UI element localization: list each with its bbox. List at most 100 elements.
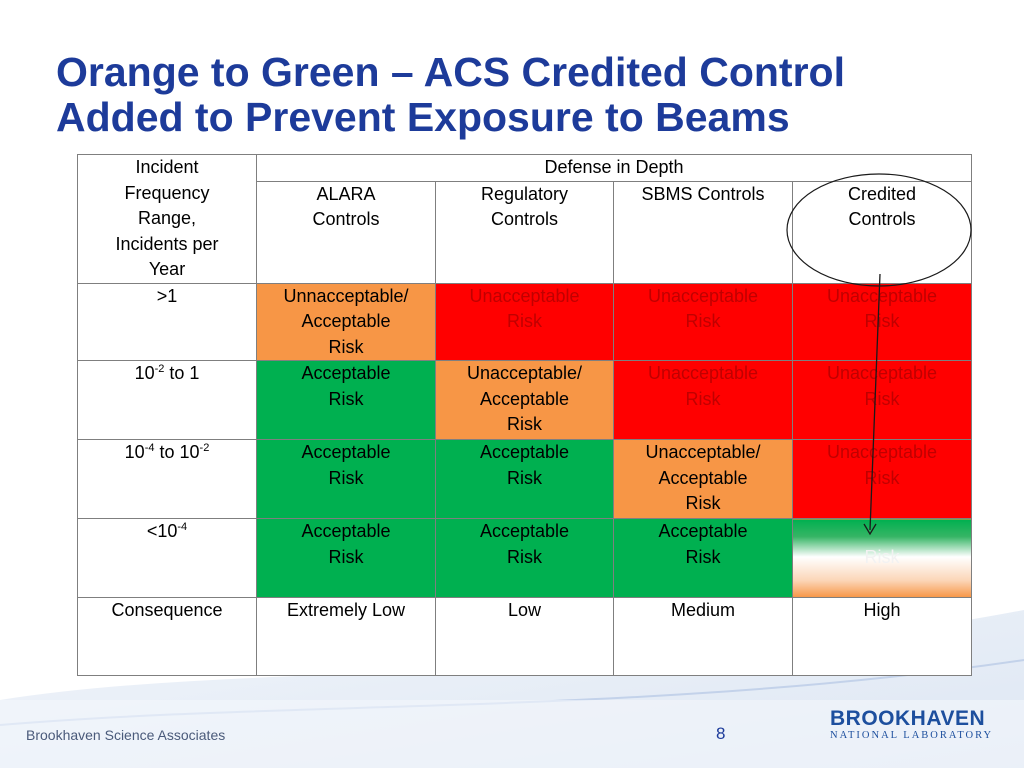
risk-cell-text: Risk bbox=[328, 336, 364, 357]
column-header-line: Regulatory bbox=[480, 183, 569, 204]
consequence-value: Medium bbox=[613, 597, 793, 676]
range-connector: to 10 bbox=[154, 442, 200, 462]
risk-cell-text: Risk bbox=[685, 311, 721, 331]
risk-cell-text: Acceptable bbox=[301, 521, 391, 541]
range-exponent: -2 bbox=[154, 363, 165, 375]
risk-cell-text: Acceptable bbox=[658, 521, 748, 541]
consequence-row: Consequence Extremely Low Low Medium High bbox=[77, 597, 972, 676]
risk-cell-text: Unacceptable bbox=[826, 363, 938, 383]
column-header-line: SBMS Controls bbox=[641, 183, 765, 204]
risk-cell-text: Unacceptable/ bbox=[466, 363, 583, 383]
consequence-label: Consequence bbox=[77, 597, 257, 676]
consequence-value: High bbox=[792, 597, 972, 676]
risk-cell-red: Unacceptable Risk bbox=[613, 360, 793, 440]
column-header-line: Controls bbox=[848, 209, 916, 230]
column-header-line: Credited bbox=[847, 183, 917, 204]
risk-cell-text: Risk bbox=[328, 546, 364, 567]
risk-cell-orange: Unacceptable/Acceptable Risk bbox=[435, 360, 614, 440]
title-line-2: Added to Prevent Exposure to Beams bbox=[56, 94, 790, 140]
risk-cell-red: Unacceptable Risk bbox=[435, 282, 614, 361]
logo-subtitle: NATIONAL LABORATORY bbox=[830, 730, 994, 741]
risk-cell-green: Acceptable Risk bbox=[613, 518, 793, 598]
risk-cell-text: Acceptable bbox=[301, 442, 391, 462]
logo-wordmark: BROOKHAVEN bbox=[830, 707, 986, 730]
frequency-range-label: >1 bbox=[77, 282, 257, 361]
risk-cell-text: Acceptable bbox=[479, 442, 570, 462]
risk-cell-green: Acceptable Risk bbox=[256, 360, 436, 440]
risk-cell-text: Risk bbox=[328, 388, 364, 409]
risk-cell-text: Unacceptable bbox=[826, 285, 938, 306]
row-header-label-line: Range, bbox=[137, 208, 197, 228]
risk-cell-text: Acceptable bbox=[658, 467, 748, 488]
risk-cell-text: Risk bbox=[864, 388, 900, 409]
column-header: ALARA Controls bbox=[256, 180, 436, 284]
risk-cell-green: Acceptable Risk bbox=[435, 439, 614, 519]
range-base: >1 bbox=[156, 285, 178, 306]
consequence-value: Low bbox=[435, 597, 614, 676]
risk-cell-text: Unacceptable bbox=[647, 363, 759, 383]
risk-cell-orange: Unacceptable/Acceptable Risk bbox=[613, 439, 793, 519]
range-connector: to 1 bbox=[164, 363, 200, 383]
risk-cell-green: Acceptable Risk bbox=[256, 439, 436, 519]
risk-cell-text: Acceptable bbox=[301, 363, 391, 383]
row-header-label-line: Frequency bbox=[124, 182, 210, 203]
risk-cell-text: Risk bbox=[864, 311, 900, 331]
risk-cell-text: Acceptable bbox=[479, 521, 570, 541]
risk-cell-text: Risk bbox=[328, 467, 364, 488]
range-exponent: -4 bbox=[144, 442, 155, 454]
row-header-label-line: Incidents per bbox=[115, 233, 219, 254]
risk-cell-text: Acceptable bbox=[301, 311, 391, 331]
risk-cell-red: Unacceptable Risk bbox=[792, 439, 972, 519]
slide-title: Orange to Green – ACS Credited Control A… bbox=[56, 50, 986, 140]
column-header-line: Controls bbox=[490, 209, 559, 230]
risk-cell-text: Risk bbox=[507, 546, 542, 567]
frequency-row: >1 Unnacceptable/Acceptable Risk Unacceptab… bbox=[77, 282, 972, 361]
column-header: Regulatory Controls bbox=[435, 180, 614, 284]
risk-cell-text: Risk bbox=[507, 467, 542, 488]
risk-cell-green: Acceptable Risk bbox=[256, 518, 436, 598]
risk-cell-orange: Unnacceptable/Acceptable Risk bbox=[256, 282, 436, 361]
column-header-line: Controls bbox=[312, 209, 380, 230]
frequency-range-label: 10-4 to 10-2 bbox=[77, 439, 257, 519]
risk-cell-text: Risk bbox=[685, 493, 721, 513]
column-header: SBMS Controls bbox=[613, 180, 793, 284]
header-row-group: Incident Frequency Range, Incidents per Year… bbox=[77, 154, 972, 284]
defense-in-depth-header: Defense in Depth bbox=[256, 154, 972, 182]
risk-cell-text: Unnacceptable/ bbox=[283, 285, 409, 306]
bnl-logo: BROOKHAVEN NATIONAL LABORATORY bbox=[830, 708, 1002, 744]
frequency-row: <10-4 Acceptable Risk Acceptable Risk Accepta… bbox=[77, 518, 972, 598]
risk-cell-text: Risk bbox=[507, 311, 542, 331]
risk-cell-text: Acceptable bbox=[479, 388, 570, 409]
frequency-range-label: 10-2 to 1 bbox=[77, 360, 257, 440]
risk-cell-text: Unacceptable bbox=[469, 285, 580, 306]
range-base: 10 bbox=[134, 363, 155, 383]
risk-cell-red: Unacceptable Risk bbox=[792, 360, 972, 440]
column-header-line: ALARA bbox=[316, 183, 376, 204]
risk-cell-text: Unacceptable bbox=[647, 285, 759, 306]
row-header-label-line: Incident bbox=[135, 157, 199, 177]
row-header-label: Incident Frequency Range, Incidents per Year bbox=[77, 154, 257, 284]
frequency-row: 10-4 to 10-2 Acceptable Risk Acceptable Risk… bbox=[77, 439, 972, 519]
risk-cell-text: Unacceptable bbox=[826, 442, 938, 462]
title-line-1: Orange to Green – ACS Credited Control bbox=[56, 49, 845, 95]
consequence-value: Extremely Low bbox=[256, 597, 436, 676]
risk-cell-text: Risk bbox=[507, 414, 542, 434]
risk-cell-red: Unacceptable Risk bbox=[613, 282, 793, 361]
frequency-row: 10-2 to 1 Acceptable Risk Unacceptable/Acce… bbox=[77, 360, 972, 440]
column-header: Credited Controls bbox=[792, 180, 972, 284]
range-exponent: -4 bbox=[177, 521, 188, 533]
risk-cell-text: Risk bbox=[864, 467, 900, 488]
range-base: <10 bbox=[146, 521, 178, 541]
risk-cell-green: Acceptable Risk bbox=[435, 518, 614, 598]
risk-cell-text: Risk bbox=[864, 546, 900, 567]
page-number: 8 bbox=[716, 724, 726, 743]
risk-cell-text: Risk bbox=[685, 546, 721, 567]
risk-cell-red: Unacceptable Risk bbox=[792, 282, 972, 361]
footer-organization: Brookhaven Science Associates bbox=[26, 727, 226, 743]
risk-cell-text: Risk bbox=[685, 388, 721, 409]
risk-matrix-table: Incident Frequency Range, Incidents per Year… bbox=[77, 154, 972, 676]
row-header-label-line: Year bbox=[148, 259, 186, 279]
range-base: 10 bbox=[124, 442, 145, 462]
range-exponent-upper: -2 bbox=[199, 442, 210, 454]
